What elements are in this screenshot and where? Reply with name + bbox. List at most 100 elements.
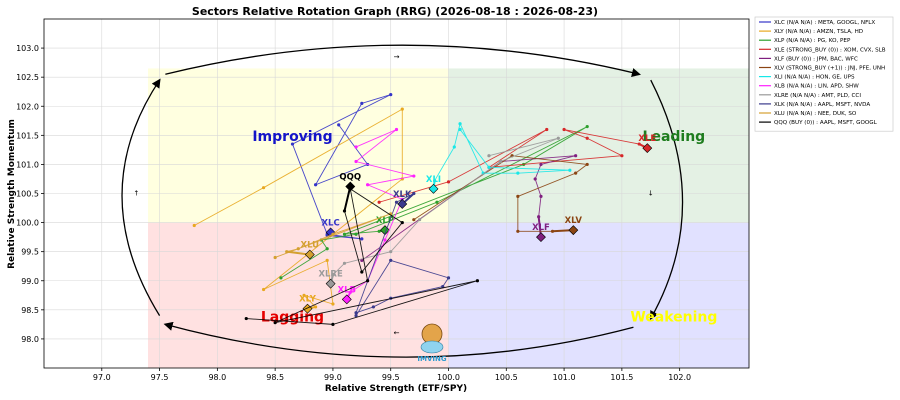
direction-hint: ↑ [134, 190, 140, 198]
data-point [331, 322, 335, 326]
series-xly: XLY [192, 107, 404, 314]
x-tick-label: 100.5 [495, 373, 518, 382]
data-point [435, 200, 439, 204]
y-tick-label: 99.0 [21, 277, 39, 286]
data-point [568, 168, 572, 172]
x-tick-label: 101.5 [610, 373, 633, 382]
quadrant-leading [448, 68, 749, 223]
data-point [354, 314, 358, 318]
data-point [574, 171, 578, 175]
data-point [360, 237, 364, 241]
data-point [585, 162, 589, 167]
data-point [302, 293, 306, 297]
series-xlu: XLU [273, 212, 393, 260]
watermark-logo: IMVING [417, 323, 447, 363]
data-point [273, 255, 277, 260]
data-point [452, 145, 456, 149]
y-tick-label: 102.5 [16, 73, 39, 82]
data-point [585, 136, 589, 140]
chart-title: Sectors Relative Rotation Graph (RRG) (2… [192, 5, 598, 18]
series-label: XLY [299, 295, 317, 305]
series-head-marker [304, 249, 315, 260]
data-point [475, 279, 480, 283]
series-xle: XLE [377, 127, 656, 204]
data-point [516, 171, 520, 175]
y-tick-label: 100.0 [16, 219, 39, 228]
data-point [377, 200, 381, 204]
y-tick-label: 98.0 [21, 335, 39, 344]
data-point [354, 232, 358, 236]
legend-entry: XLK (N/A N/A) : AAPL, MSFT, NVDA [774, 102, 870, 108]
series-xlre: XLRE [318, 136, 560, 289]
legend-box [754, 16, 894, 132]
quadrant-label-improving: Improving [252, 129, 332, 145]
data-point [296, 247, 300, 251]
data-point [325, 247, 329, 251]
data-point [389, 93, 393, 97]
data-point [389, 258, 393, 262]
legend-entry: XLV (STRONG_BUY (+1)) : JNJ, PFE, UNH [774, 66, 885, 72]
data-point [261, 186, 266, 190]
x-tick-label: 100.0 [437, 373, 460, 382]
series-xlc: XLC [290, 93, 393, 241]
rotation-arrow [121, 78, 161, 316]
data-point [337, 123, 341, 127]
data-point [433, 179, 437, 183]
series-head-marker [325, 278, 336, 289]
data-point [313, 305, 318, 309]
series-head-marker [302, 303, 313, 314]
series-head-marker [642, 143, 653, 154]
data-point [487, 165, 491, 169]
data-point [537, 215, 541, 219]
data-point [539, 194, 543, 199]
data-point [354, 311, 358, 315]
y-tick-label: 99.5 [21, 248, 39, 257]
data-point [400, 107, 404, 111]
data-point [458, 122, 462, 126]
x-tick-label: 101.0 [553, 373, 576, 382]
quadrant-label-leading: Leading [643, 129, 706, 145]
series-label: XLF [532, 223, 550, 233]
series-label: XLV [565, 216, 583, 226]
data-point [533, 177, 537, 181]
plot-frame [43, 18, 750, 369]
watermark-text: IMVING [417, 355, 446, 363]
series-label: XLE [638, 134, 656, 144]
series-head-marker [345, 181, 356, 192]
legend-entry: XLI (N/A N/A) : HON, GE, UPS [774, 75, 855, 81]
x-tick-label: 99.5 [382, 373, 400, 382]
series-head-marker [568, 225, 579, 236]
data-point [331, 232, 335, 236]
data-point [354, 145, 358, 149]
data-point [342, 209, 347, 213]
data-point [412, 191, 416, 196]
data-point [285, 250, 289, 254]
legend-entry: XLE (STRONG_BUY (0)) : XOM, CVX, SLB [774, 47, 886, 53]
data-point [394, 200, 399, 204]
data-point [412, 218, 416, 222]
data-point [516, 229, 520, 233]
plot-area: 97.0 97.5 98.0 98.5 99.0 99.5 100.0 100.5 101.0 1… [16, 18, 750, 382]
x-axis-label: Relative Strength (ETF/SPY) [325, 384, 467, 394]
data-point [574, 154, 578, 158]
data-point [458, 127, 462, 132]
y-tick-label: 101.5 [16, 131, 39, 140]
data-point [637, 142, 641, 146]
legend-entry: XLC (N/A N/A) : META, GOOGL, NFLX [774, 20, 875, 26]
data-point [562, 127, 566, 132]
rotation-arrow [165, 44, 641, 77]
series-label: QQQ [339, 173, 361, 183]
series-xlp: XLP [279, 125, 589, 280]
data-point [389, 250, 393, 254]
series-head-segment [343, 186, 352, 212]
data-point [366, 279, 370, 283]
data-point [279, 276, 283, 280]
series-xlv: XLV [412, 154, 589, 236]
data-point [418, 218, 422, 222]
data-point [192, 223, 196, 228]
y-tick-label: 103.0 [16, 44, 39, 53]
direction-hint: ← [394, 329, 400, 337]
series-label: XLC [322, 218, 340, 228]
series-head-marker [397, 199, 408, 209]
